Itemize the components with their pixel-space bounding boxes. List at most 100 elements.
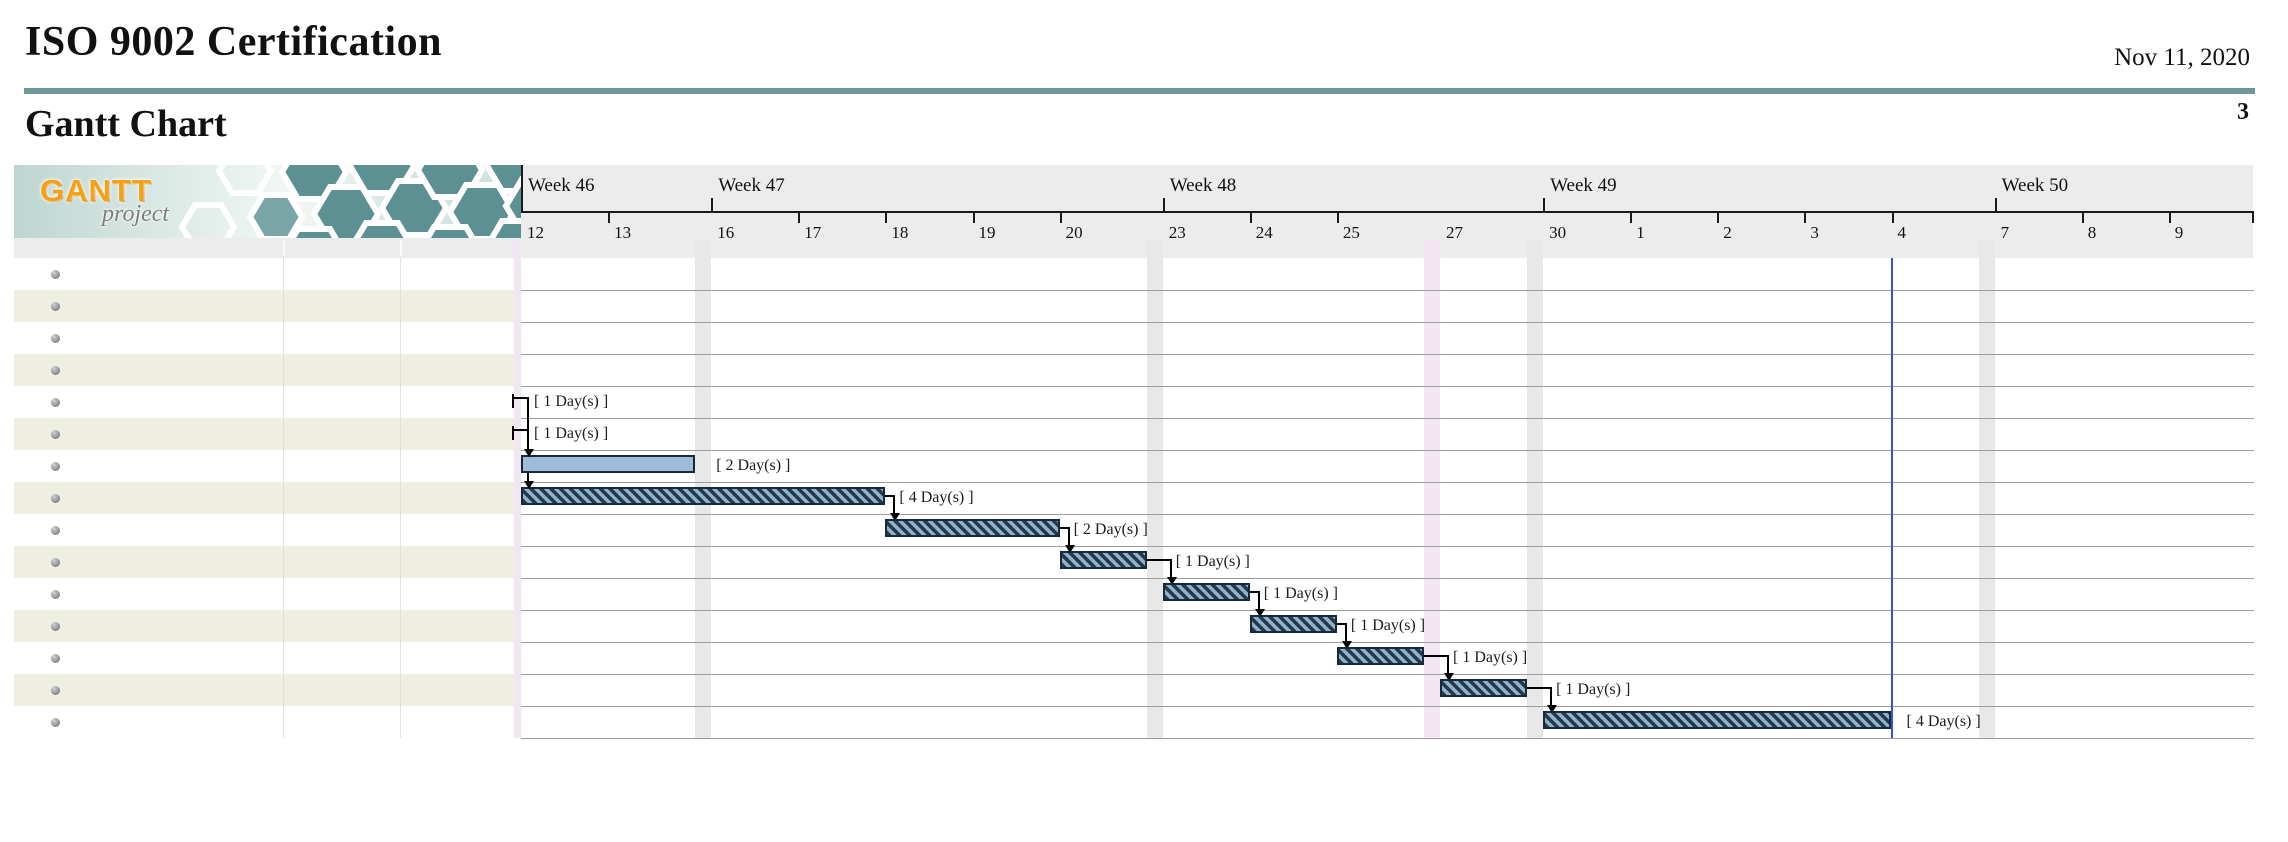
day-label: 1 [1636,223,1645,242]
task-bullet-icon [51,398,60,407]
ganttproject-logo-banner: GANTT project [14,165,521,238]
day-label: 27 [1446,223,1463,242]
task-table-row [14,386,521,418]
week-label: Week 50 [2001,175,2069,196]
table-column-divider [283,240,285,256]
task-table-row [14,610,521,642]
row-grid-line [521,322,2254,323]
task-duration-label: [ 1 Day(s) ] [1350,617,1426,634]
task-table-header-band [14,238,521,258]
task-table-row [14,450,521,482]
day-tick [2168,212,2171,223]
dependency-line [1550,687,1553,705]
day-label: 20 [1065,223,1083,242]
day-tick [1630,212,1633,223]
task-bar [1440,679,1528,697]
task-bullet-icon [51,494,60,503]
task-bullet-icon [51,686,60,695]
week-tick [1994,198,1997,212]
day-label: 2 [1723,223,1732,242]
day-label: 9 [2174,223,2184,242]
task-bullet-icon [51,366,60,375]
task-duration-label: [ 1 Day(s) ] [1263,585,1338,602]
task-duration-label: [ 4 Day(s) ] [1906,713,1981,730]
task-bullet-icon [51,622,60,631]
day-label: 4 [1897,223,1907,242]
row-grid-line [521,482,2254,483]
row-grid-line [521,354,2254,355]
week-label: Week 49 [1550,175,1617,196]
row-grid-line [521,386,2254,387]
title-divider-rule [24,88,2255,94]
day-tick [1249,212,1252,223]
page-number: 3 [2237,99,2249,125]
task-bullet-icon [51,590,60,599]
day-tick [1891,212,1894,223]
task-table-row [14,322,521,354]
task-table-row [14,706,521,738]
task-table-row [14,290,521,322]
row-grid-line [521,610,2254,611]
task-bullet-icon [51,270,60,279]
task-bullet-icon [51,654,60,663]
task-bullet-icon [51,526,60,535]
day-label: 3 [1810,223,1819,242]
day-label: 25 [1342,223,1360,242]
page-title: ISO 9002 Certification [25,19,442,65]
day-label: 30 [1549,223,1567,242]
day-label: 24 [1255,223,1273,242]
dependency-line [1067,527,1070,545]
task-bar [1162,583,1250,601]
task-duration-label: [ 1 Day(s) ] [1556,681,1631,698]
row-grid-line [521,418,2254,419]
task-bullet-icon [51,334,60,343]
day-label: 23 [1168,223,1186,242]
row-grid-line [521,706,2254,707]
week-label: Week 48 [1169,175,1237,196]
day-label: 19 [978,223,996,242]
day-tick [1059,212,1062,223]
dependency-line [512,429,529,431]
week-tick [711,198,714,212]
day-label: 17 [804,223,822,242]
holiday-stripe [1424,240,1440,738]
task-bar [1059,551,1147,569]
task-bar [885,519,1060,537]
day-tick [1717,212,1720,223]
day-tick [1804,212,1807,223]
dependency-line [893,495,896,513]
dependency-arrow [1166,577,1177,585]
day-label: 18 [891,223,909,242]
task-duration-label: [ 2 Day(s) ] [1073,521,1148,538]
dependency-line [512,394,514,408]
task-bullet-icon [51,302,60,311]
weekend-stripe [1527,240,1544,738]
weekend-stripe [1978,240,1995,738]
week-tick [1162,198,1165,212]
task-table-row [14,674,521,706]
task-table-row [14,354,521,386]
task-duration-label: [ 1 Day(s) ] [1175,553,1250,570]
day-tick [972,212,975,223]
timeline-axis-line [521,211,2254,213]
dependency-line [1336,623,1347,625]
task-duration-label: [ 1 Day(s) ] [1453,649,1528,666]
table-column-divider [400,240,402,256]
dependency-line [527,397,529,449]
task-bullet-icon [51,462,60,471]
dependency-line [1059,527,1070,529]
row-grid-line [521,514,2254,515]
dependency-line [1169,559,1172,577]
dependency-arrow [1341,641,1352,649]
task-table-row [14,546,521,578]
dependency-arrow [524,481,534,489]
ganttproject-brand-text: GANTT [40,173,152,208]
project-end-marker-line [1890,258,1893,738]
day-tick [1336,212,1339,223]
task-table-row [14,418,521,450]
table-column-divider [283,258,284,738]
day-label: 12 [527,223,544,242]
chart-subtitle: Gantt Chart [25,103,227,145]
row-grid-line [521,290,2254,291]
